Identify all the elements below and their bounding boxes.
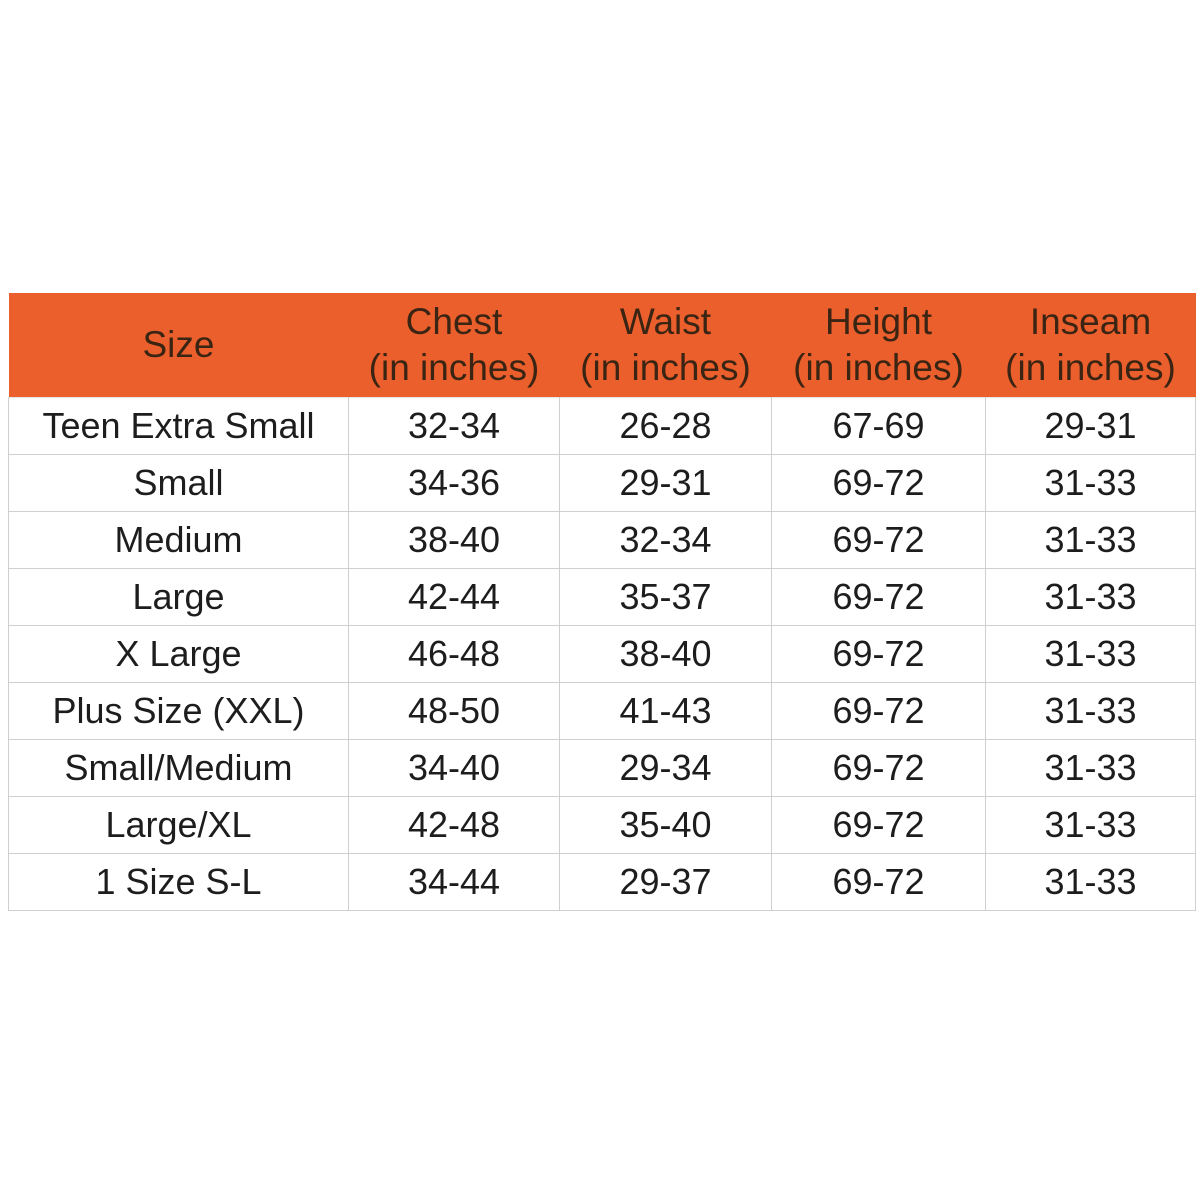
cell-chest: 42-48	[348, 796, 560, 854]
column-header-inseam: Inseam (in inches)	[985, 293, 1196, 398]
header-label: Size	[142, 324, 215, 365]
cell-chest: 46-48	[348, 625, 560, 683]
cell-height: 69-72	[771, 682, 986, 740]
table-row: Medium 38-40 32-34 69-72 31-33	[8, 511, 1196, 569]
cell-chest: 34-36	[348, 454, 560, 512]
cell-chest: 32-34	[348, 397, 560, 455]
cell-size: Small/Medium	[8, 739, 349, 797]
cell-waist: 41-43	[559, 682, 772, 740]
table-body: Teen Extra Small 32-34 26-28 67-69 29-31…	[8, 397, 1196, 911]
cell-inseam: 31-33	[985, 511, 1196, 569]
cell-inseam: 31-33	[985, 568, 1196, 626]
column-header-size: Size	[8, 293, 349, 398]
cell-size: Plus Size (XXL)	[8, 682, 349, 740]
header-label: Waist	[619, 301, 712, 342]
cell-waist: 35-37	[559, 568, 772, 626]
cell-inseam: 31-33	[985, 739, 1196, 797]
table-row: X Large 46-48 38-40 69-72 31-33	[8, 625, 1196, 683]
cell-inseam: 31-33	[985, 796, 1196, 854]
header-label: Chest	[405, 301, 503, 342]
cell-size: 1 Size S-L	[8, 853, 349, 911]
cell-chest: 34-40	[348, 739, 560, 797]
cell-waist: 26-28	[559, 397, 772, 455]
cell-chest: 34-44	[348, 853, 560, 911]
cell-waist: 38-40	[559, 625, 772, 683]
cell-height: 69-72	[771, 796, 986, 854]
header-row: Size Chest (in inches) Waist (in inches)…	[8, 293, 1196, 398]
cell-inseam: 31-33	[985, 853, 1196, 911]
cell-height: 69-72	[771, 511, 986, 569]
cell-height: 69-72	[771, 625, 986, 683]
cell-waist: 35-40	[559, 796, 772, 854]
cell-size: X Large	[8, 625, 349, 683]
cell-height: 69-72	[771, 739, 986, 797]
column-header-height: Height (in inches)	[771, 293, 986, 398]
cell-chest: 42-44	[348, 568, 560, 626]
table-row: Small 34-36 29-31 69-72 31-33	[8, 454, 1196, 512]
column-header-waist: Waist (in inches)	[559, 293, 772, 398]
cell-size: Teen Extra Small	[8, 397, 349, 455]
header-sublabel: (in inches)	[793, 347, 964, 388]
table-row: 1 Size S-L 34-44 29-37 69-72 31-33	[8, 853, 1196, 911]
cell-waist: 29-37	[559, 853, 772, 911]
table-row: Plus Size (XXL) 48-50 41-43 69-72 31-33	[8, 682, 1196, 740]
cell-waist: 32-34	[559, 511, 772, 569]
cell-height: 69-72	[771, 853, 986, 911]
cell-height: 69-72	[771, 454, 986, 512]
cell-size: Small	[8, 454, 349, 512]
size-chart-table: Size Chest (in inches) Waist (in inches)…	[8, 293, 1196, 911]
cell-height: 67-69	[771, 397, 986, 455]
cell-height: 69-72	[771, 568, 986, 626]
cell-waist: 29-31	[559, 454, 772, 512]
cell-waist: 29-34	[559, 739, 772, 797]
cell-inseam: 29-31	[985, 397, 1196, 455]
cell-size: Large/XL	[8, 796, 349, 854]
header-label: Inseam	[1029, 301, 1152, 342]
table-row: Small/Medium 34-40 29-34 69-72 31-33	[8, 739, 1196, 797]
table-row: Large/XL 42-48 35-40 69-72 31-33	[8, 796, 1196, 854]
cell-inseam: 31-33	[985, 454, 1196, 512]
header-sublabel: (in inches)	[1005, 347, 1176, 388]
cell-size: Large	[8, 568, 349, 626]
header-sublabel: (in inches)	[580, 347, 751, 388]
cell-inseam: 31-33	[985, 682, 1196, 740]
table-header: Size Chest (in inches) Waist (in inches)…	[8, 293, 1196, 398]
cell-size: Medium	[8, 511, 349, 569]
table-row: Teen Extra Small 32-34 26-28 67-69 29-31	[8, 397, 1196, 455]
table-row: Large 42-44 35-37 69-72 31-33	[8, 568, 1196, 626]
header-sublabel: (in inches)	[368, 347, 540, 388]
cell-chest: 38-40	[348, 511, 560, 569]
column-header-chest: Chest (in inches)	[348, 293, 560, 398]
cell-chest: 48-50	[348, 682, 560, 740]
header-label: Height	[825, 301, 932, 342]
cell-inseam: 31-33	[985, 625, 1196, 683]
